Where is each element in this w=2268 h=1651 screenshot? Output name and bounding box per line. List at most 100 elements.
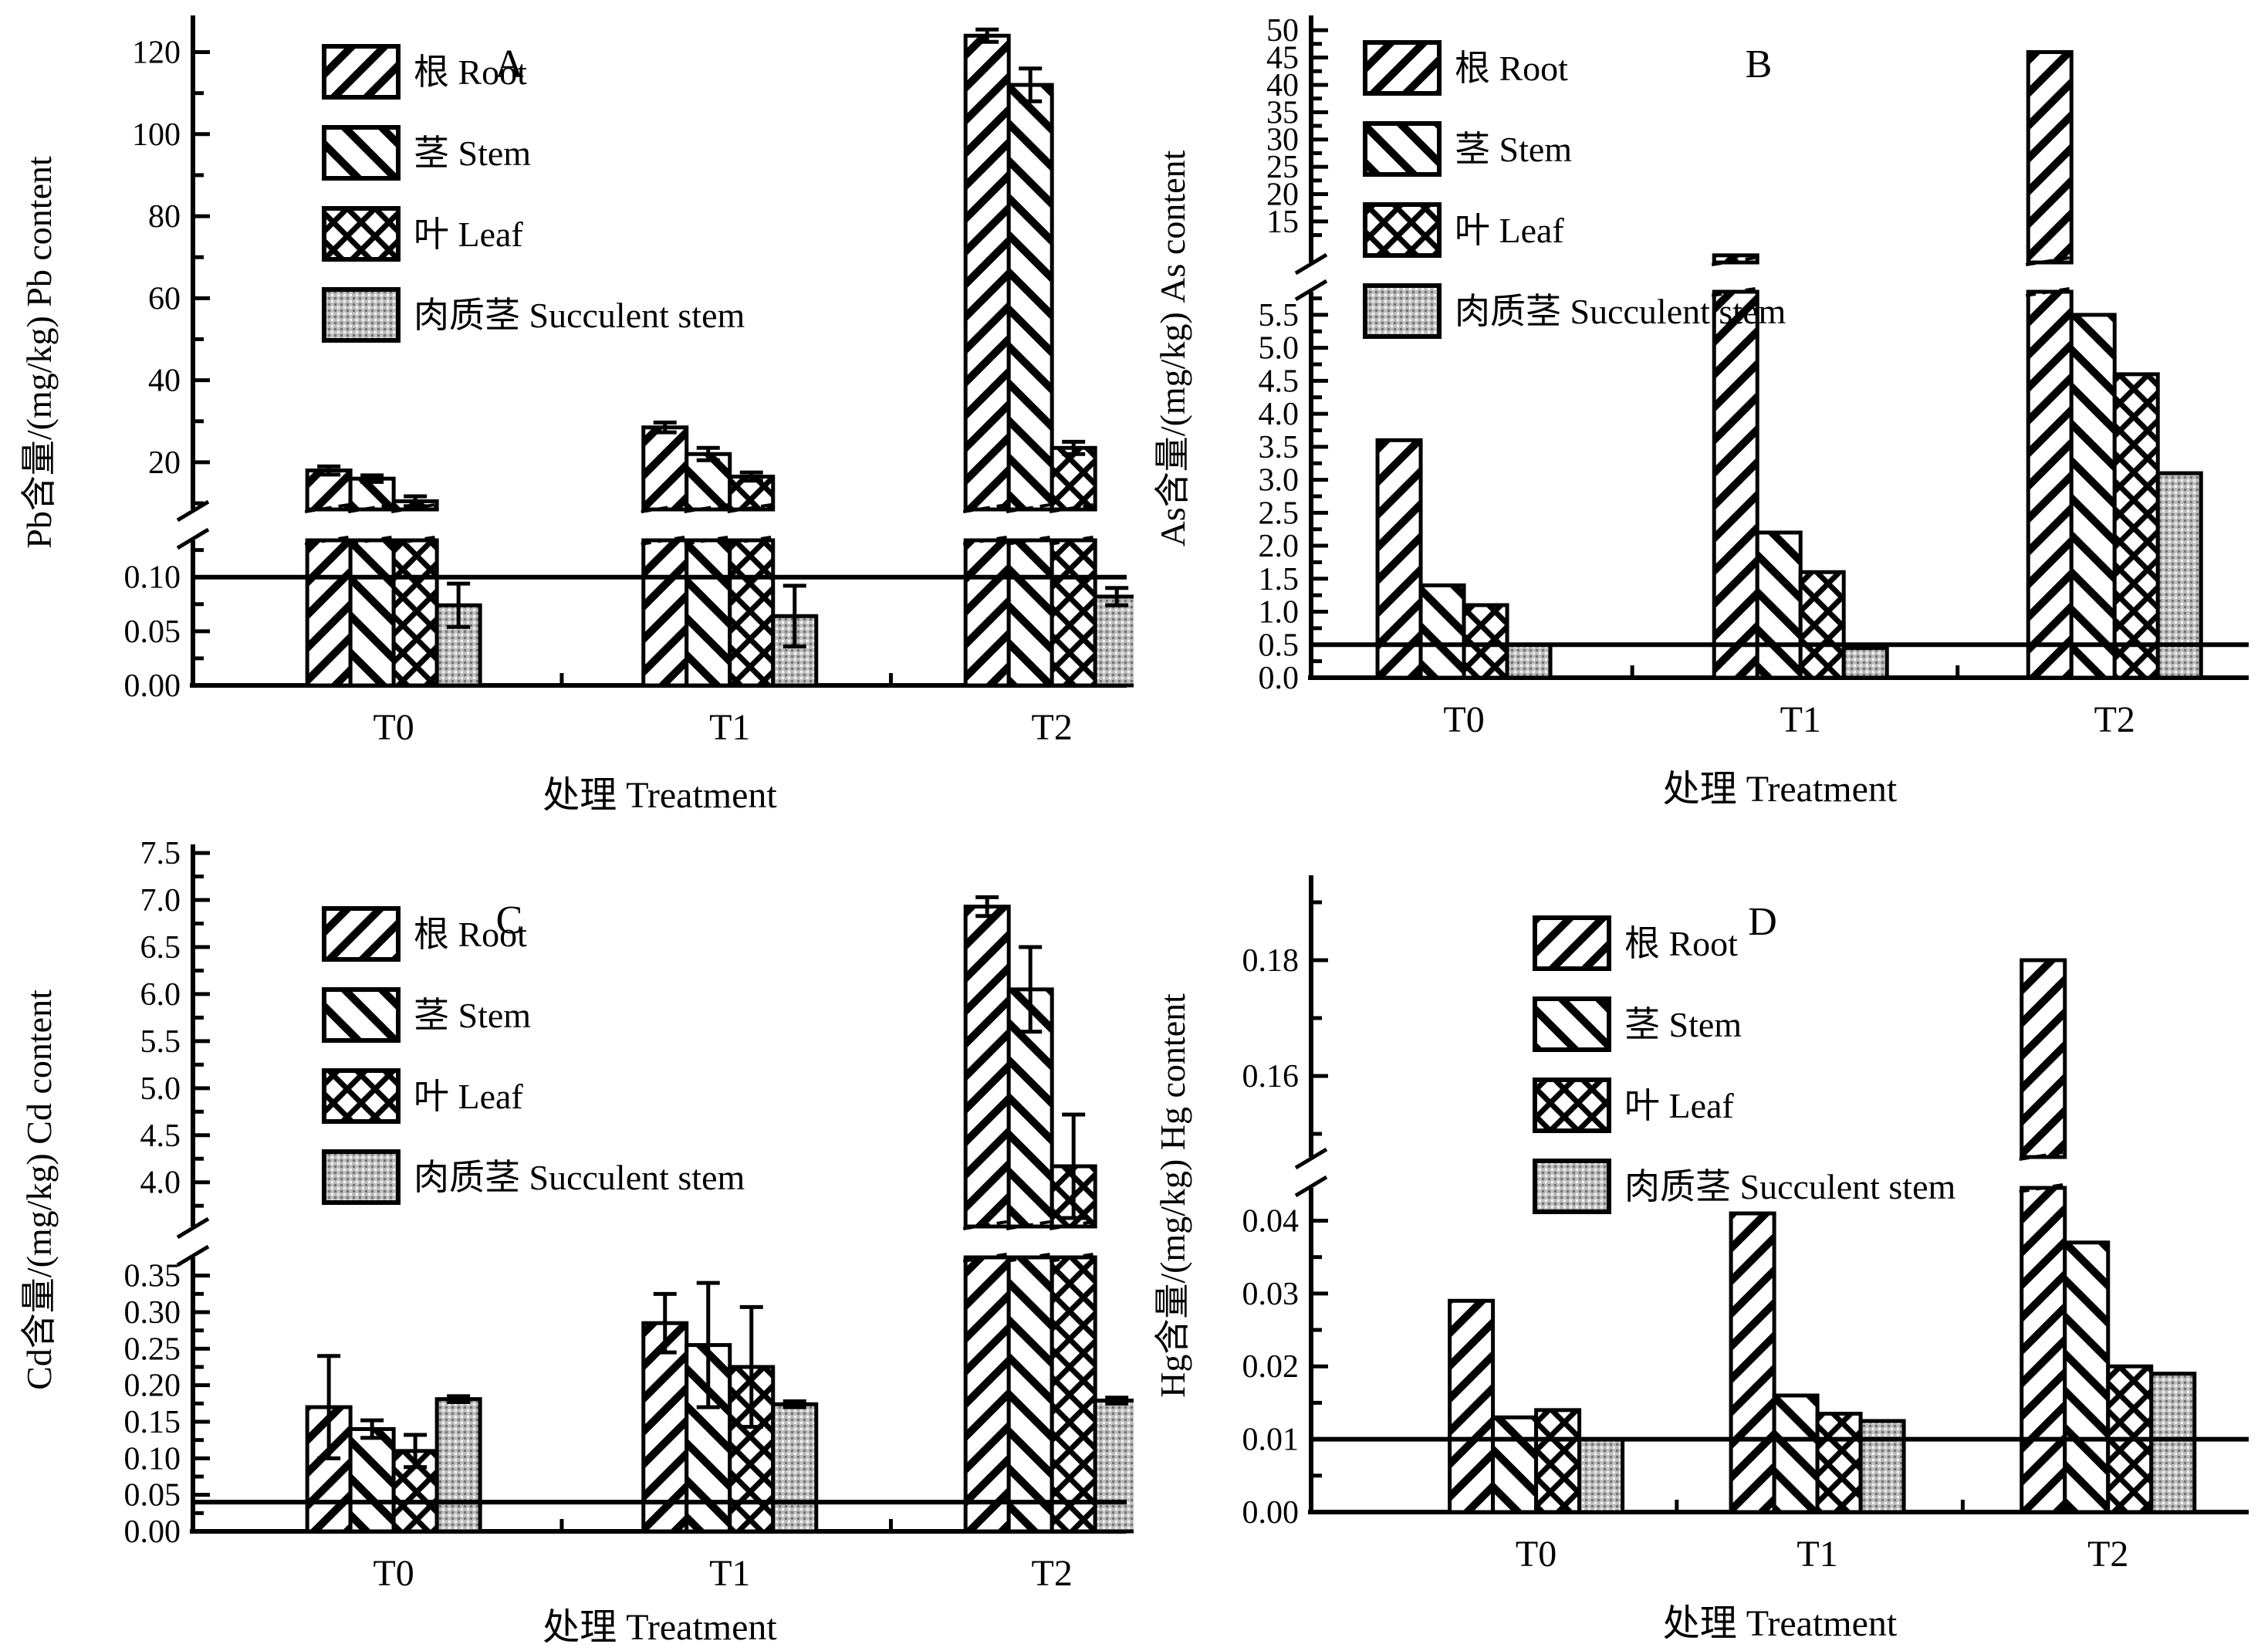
y-tick-label: 40 [1266, 68, 1299, 103]
legend-item: 根 Root [1533, 915, 1738, 971]
legend-swatch-succ [1363, 283, 1442, 339]
bar-B-T2-leaf [2112, 372, 2160, 680]
panel-A-Pb: 0.00 0.05 0.10 20 40 60 80 100 120 [0, 0, 1134, 825]
bar-C-T2-root-upper [963, 905, 1011, 1229]
bar-B-T1-root-lower [1712, 289, 1759, 680]
bar-D-T2-stem [2063, 1240, 2111, 1514]
bar-C-T1-succ [771, 1402, 819, 1534]
legend-label: 茎 Stem [1455, 130, 1572, 169]
legend-swatch-stem [1533, 996, 1611, 1052]
y-tick-label: 4.0 [1259, 397, 1300, 432]
y-tick-label: 0.20 [124, 1369, 181, 1404]
x-tick-label: T1 [1780, 699, 1821, 740]
legend-label: 根 Root [1455, 49, 1568, 88]
y-tick-label: 2.5 [1259, 496, 1300, 531]
error-bar [1019, 66, 1043, 103]
error-bar [1019, 945, 1043, 1034]
panel-letter: C [496, 898, 523, 942]
bar-B-T0-stem [1418, 583, 1466, 680]
y-tick-label: 5.5 [140, 1024, 181, 1060]
bar-A-T0-leaf-lower [391, 538, 439, 688]
y-tick-label: 5.0 [1259, 331, 1300, 367]
y-axis-title: Pb含量/(mg/kg) Pb content [19, 156, 59, 549]
y-tick-label: 0.15 [124, 1405, 181, 1440]
y-tick-label: 50 [1266, 13, 1299, 49]
legend-label: 肉质茎 Succulent stem [1624, 1167, 1955, 1206]
legend-item: 叶 Leaf [322, 206, 523, 262]
bar-D-T1-root [1729, 1211, 1776, 1514]
legend-swatch-stem [1363, 121, 1442, 177]
legend-item: 茎 Stem [1533, 996, 1742, 1052]
bar-A-T0-root-lower [305, 538, 353, 688]
legend-swatch-stem [322, 987, 401, 1043]
x-tick-label: T2 [1032, 1553, 1073, 1594]
y-tick-label: 0.16 [1242, 1059, 1300, 1094]
y-tick-label: 3.0 [1259, 463, 1300, 499]
error-bar [317, 1354, 341, 1460]
bar-A-T1-stem-lower [684, 538, 732, 688]
bar-D-T2-root-upper [2020, 958, 2067, 1159]
bar-A-T1-root-lower [641, 538, 689, 688]
bar-A-T2-root-lower [963, 538, 1011, 688]
bar-A-T1-root-upper [641, 425, 689, 512]
bar-D-T1-succ [1858, 1419, 1906, 1514]
legend-item: 根 Root [322, 44, 527, 100]
y-tick-label: 3.5 [1259, 430, 1300, 465]
x-tick-label: T0 [1443, 699, 1484, 740]
legend-item: 肉质茎 Succulent stem [1363, 283, 1786, 339]
y-tick-label: 0.00 [1242, 1495, 1300, 1531]
y-tick-label: 0.35 [124, 1259, 181, 1294]
legend-swatch-leaf [1363, 202, 1442, 258]
error-bar [1105, 1396, 1129, 1406]
legend-label: 茎 Stem [414, 996, 531, 1035]
y-tick-label: 0.00 [124, 1514, 181, 1550]
axis-break-icon [1294, 1147, 1328, 1198]
legend-label: 肉质茎 Succulent stem [414, 1158, 745, 1197]
y-tick-label: 20 [1266, 178, 1299, 213]
y-tick-label: 0.04 [1242, 1203, 1300, 1239]
error-bar [404, 494, 428, 509]
legend-item: 肉质茎 Succulent stem [1533, 1159, 1955, 1214]
legend-label: 茎 Stem [414, 134, 531, 173]
panel-C-Cd: 0.00 0.05 0.10 0.15 0.20 0.25 0.30 0.35 4.0 4.5 5.… [0, 825, 1134, 1651]
axis-break-icon [176, 1216, 210, 1267]
panel-D-chart: 0.00 0.01 0.02 0.03 0.04 0.16 0.18 T0 T1 T2 处理 Tr… [1153, 875, 2249, 1644]
legend-swatch-root [1363, 40, 1442, 96]
bar-C-T2-root-lower [963, 1255, 1011, 1534]
bar-B-T1-leaf [1798, 570, 1846, 680]
bar-D-T0-leaf [1534, 1408, 1582, 1514]
error-bar [317, 464, 341, 477]
panel-B-As: 0.0 0.5 1.0 1.5 2.0 2.5 3.0 3.5 4.0 4.5 5.0 5.5 15 20… [1134, 0, 2268, 825]
bar-B-T0-succ [1505, 642, 1553, 680]
y-tick-label: 7.0 [140, 883, 181, 919]
error-bar [975, 27, 999, 44]
bar-D-T2-root-lower [2020, 1186, 2067, 1514]
error-bar [782, 1399, 806, 1409]
y-tick-label: 0.10 [124, 1441, 181, 1477]
y-tick-label: 0.01 [1242, 1423, 1300, 1458]
bar-D-T2-succ [2149, 1372, 2197, 1514]
y-tick-label: 120 [132, 36, 181, 71]
panel-C-chart: 0.000.050.100.150.200.250.300.35 4.0 4.5 5.… [19, 836, 1134, 1648]
error-bar [447, 1394, 471, 1404]
bar-A-T2-root-upper [963, 33, 1011, 512]
axis-break-icon [1294, 252, 1328, 302]
y-tick-label: 0.03 [1242, 1277, 1300, 1312]
y-tick-label: 4.5 [1259, 364, 1300, 399]
x-axis-title: 处理 Treatment [1663, 1603, 1898, 1644]
legend-swatch-succ [1533, 1159, 1611, 1214]
legend-swatch-stem [322, 125, 401, 181]
y-tick-label: 0.25 [124, 1331, 181, 1367]
y-tick-label: 0.0 [1259, 661, 1300, 696]
legend-label: 叶 Leaf [414, 215, 523, 254]
legend-label: 根 Root [414, 52, 527, 92]
legend-label: 根 Root [414, 915, 527, 954]
error-bar [360, 473, 384, 484]
bar-B-T1-stem [1755, 530, 1803, 680]
legend-swatch-succ [322, 287, 401, 343]
y-tick-label: 15 [1266, 205, 1299, 240]
legend-swatch-root [322, 906, 401, 962]
y-tick-label: 45 [1266, 41, 1299, 76]
y-tick-label: 40 [148, 364, 181, 399]
x-axis-title: 处理 Treatment [1663, 769, 1898, 810]
